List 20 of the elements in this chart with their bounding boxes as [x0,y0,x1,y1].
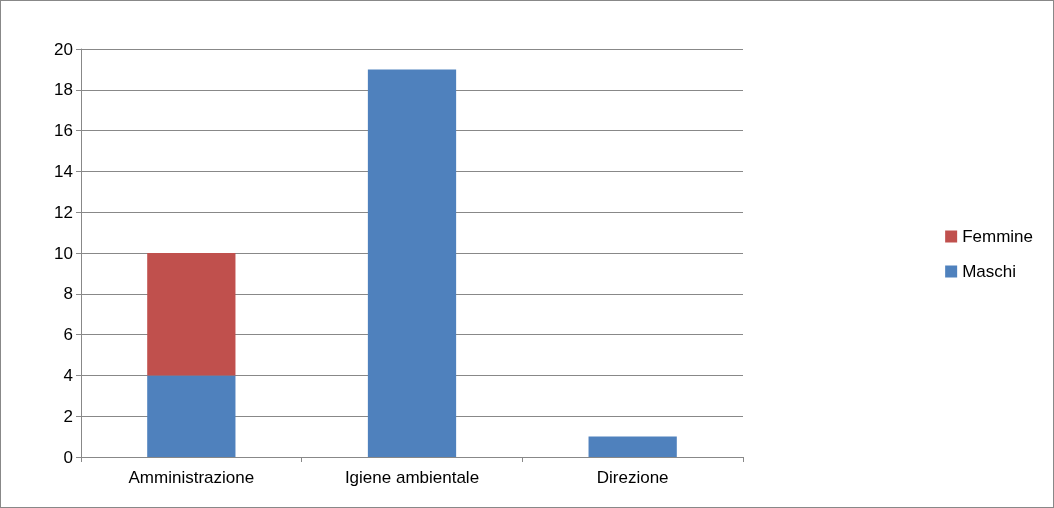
y-tick-label: 18 [54,80,73,100]
x-tick-label: Direzione [596,468,669,487]
x-tick-label: Amministrazione [128,468,255,487]
y-tick-label: 6 [63,325,73,345]
bar [147,253,236,376]
y-tick-label: 0 [63,447,73,467]
bar [588,436,677,457]
bar [147,375,236,457]
legend-label: Femmine [962,227,1034,246]
y-tick-label: 2 [63,406,73,426]
bar [367,69,457,457]
y-tick-label: 16 [54,121,73,141]
y-tick-label: 20 [54,39,73,59]
y-tick-label: 8 [63,284,73,304]
y-tick-label: 10 [54,243,73,263]
legend-label: Maschi [962,262,1017,281]
y-tick-label: 4 [63,365,73,385]
y-tick-label: 12 [54,202,73,222]
y-tick-label: 14 [54,161,73,181]
x-tick-label: Igiene ambientale [344,468,480,487]
